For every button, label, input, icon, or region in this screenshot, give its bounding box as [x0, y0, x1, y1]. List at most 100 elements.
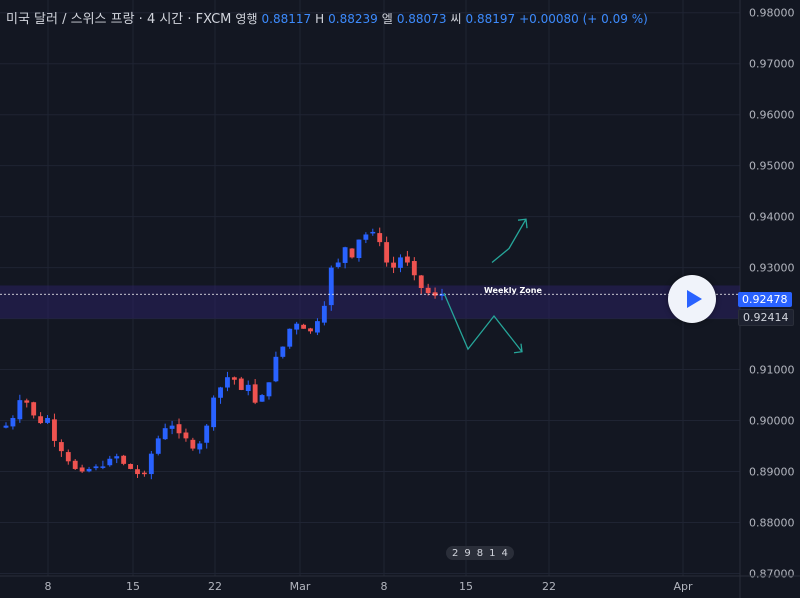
- candle-body: [86, 468, 92, 472]
- candle-body: [356, 239, 362, 259]
- candle-body: [328, 267, 334, 306]
- event-count: 9: [464, 547, 471, 559]
- candle-body: [384, 242, 390, 263]
- candle-body: [211, 397, 217, 428]
- y-tick-label: 0.88000: [749, 516, 795, 529]
- symbol-title: 미국 달러 / 스위스 프랑 · 4 시간 · FXCM: [6, 12, 232, 27]
- candle-body: [404, 256, 410, 263]
- play-icon: [686, 290, 702, 308]
- x-tick-label: 22: [208, 580, 222, 593]
- candle-body: [31, 402, 37, 416]
- candle-body: [245, 384, 251, 392]
- x-tick-label: 15: [459, 580, 473, 593]
- candle-body: [266, 382, 272, 397]
- projection-down-path: [443, 292, 523, 353]
- candle-body: [439, 294, 445, 296]
- candle-body: [176, 424, 182, 434]
- candle-body: [308, 328, 313, 332]
- candle-body: [259, 395, 265, 402]
- candle-body: [377, 233, 383, 243]
- candle-body: [349, 248, 355, 258]
- open-value: 0.88117: [261, 12, 312, 26]
- weekly-zone: [0, 285, 740, 319]
- y-tick-label: 0.96000: [749, 109, 795, 122]
- x-tick-label: Apr: [673, 580, 693, 593]
- candle-body: [197, 443, 203, 450]
- event-count: 2: [452, 547, 459, 559]
- candle-body: [155, 438, 161, 454]
- candle-body: [52, 419, 57, 441]
- projection-down-arrowhead: [513, 343, 523, 354]
- candle-body: [148, 453, 154, 475]
- candle-body: [135, 469, 140, 475]
- candle-body: [363, 234, 369, 240]
- candle-body: [342, 247, 348, 263]
- candle-body: [391, 262, 396, 268]
- x-tick-label: 8: [45, 580, 52, 593]
- y-tick-label: 0.91000: [749, 364, 795, 377]
- candle-body: [10, 417, 16, 427]
- candle-body: [65, 452, 71, 462]
- change-value: +0.00080 (+ 0.09 %): [519, 12, 648, 26]
- candle-body: [121, 455, 127, 464]
- events-badge[interactable]: 2 9 8 1 4: [446, 546, 514, 560]
- candle-body: [252, 384, 258, 403]
- candle-body: [72, 460, 78, 469]
- candle-body: [162, 428, 168, 440]
- low-value: 0.88073: [396, 12, 447, 26]
- y-tick-label: 0.87000: [749, 567, 795, 580]
- candle-body: [183, 432, 189, 439]
- candle-body: [100, 466, 106, 468]
- candle-body: [432, 292, 438, 296]
- candle-body: [425, 287, 431, 294]
- candle-body: [398, 257, 403, 268]
- candle-body: [370, 231, 376, 234]
- x-tick-label: 15: [126, 580, 140, 593]
- candle-body: [301, 324, 307, 329]
- candle-body: [58, 442, 64, 452]
- candle-body: [169, 425, 175, 429]
- x-tick-label: 22: [542, 580, 556, 593]
- candle-body: [321, 305, 327, 323]
- candle-body: [273, 356, 279, 382]
- candle-body: [335, 262, 341, 267]
- y-tick-label: 0.90000: [749, 415, 795, 428]
- candle-body: [315, 321, 320, 333]
- x-tick-label: Mar: [290, 580, 311, 593]
- weekly-zone-label: Weekly Zone: [484, 286, 542, 295]
- candle-body: [225, 377, 230, 388]
- y-tick-label: 0.97000: [749, 58, 795, 71]
- projection-up-path: [491, 218, 527, 264]
- candle-body: [128, 464, 133, 469]
- y-tick-label: 0.98000: [749, 7, 795, 20]
- chart-header: 미국 달러 / 스위스 프랑 · 4 시간 · FXCM 영행 0.88117 …: [6, 8, 648, 27]
- candle-body: [38, 416, 44, 424]
- candle-body: [294, 323, 300, 330]
- candle-body: [79, 467, 85, 472]
- candle-body: [45, 417, 50, 423]
- candle-body: [114, 456, 120, 459]
- candle-body: [190, 439, 196, 449]
- close-label: 씨: [450, 12, 462, 26]
- candle-body: [17, 400, 23, 420]
- high-label: H: [315, 12, 325, 26]
- candle-body: [231, 377, 237, 380]
- candle-body: [418, 275, 424, 288]
- candle-body: [411, 261, 417, 276]
- y-tick-label: 0.93000: [749, 262, 795, 275]
- current-price-tag: 0.92478: [738, 292, 792, 307]
- candle-body: [218, 387, 223, 398]
- candle-body: [204, 425, 210, 443]
- zone-price-tag: 0.92414: [738, 309, 794, 326]
- candle-body: [93, 466, 99, 469]
- high-value: 0.88239: [328, 12, 378, 26]
- play-button[interactable]: [668, 275, 716, 323]
- event-count: 4: [501, 547, 508, 559]
- event-count: 8: [476, 547, 484, 559]
- x-tick-label: 8: [381, 580, 388, 593]
- projection-up-arrowhead: [517, 218, 528, 229]
- candle-body: [238, 378, 244, 390]
- candle-body: [287, 328, 293, 347]
- candle-body: [107, 458, 113, 466]
